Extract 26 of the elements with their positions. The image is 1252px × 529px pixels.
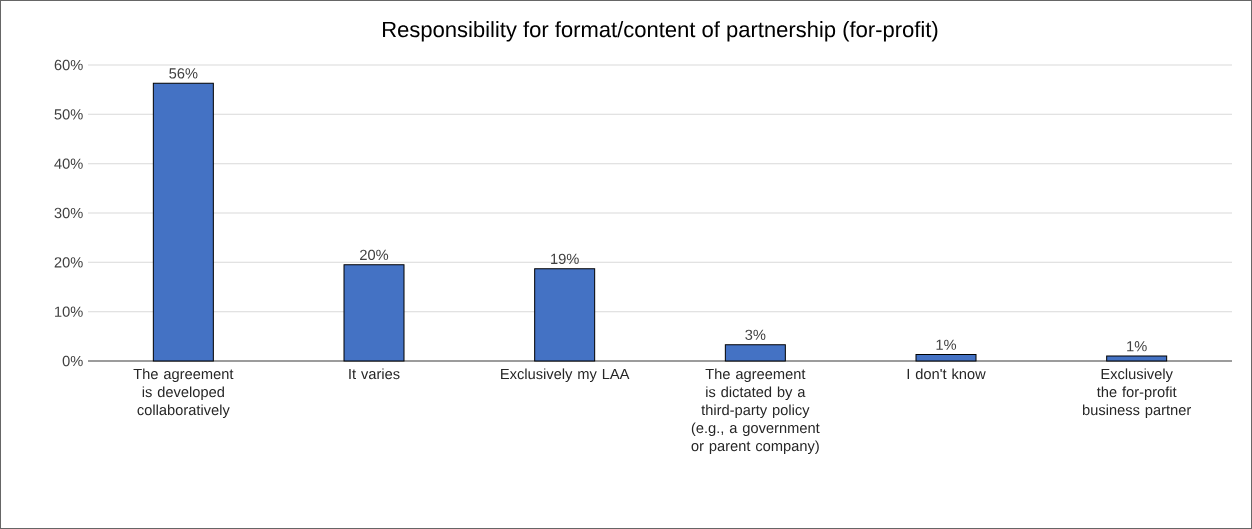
data-label: 19% [551,253,579,265]
y-tick-label: 50% [54,109,83,120]
y-tick-label: 0% [62,355,83,367]
bar [343,264,405,362]
x-tick-label: Exclusively the for-profit business partner [1082,368,1192,419]
bar [152,82,214,362]
y-tick-label: 20% [54,257,83,268]
x-tick-label: The agreement is developed collaboratively [133,368,234,419]
data-label: 3% [745,329,766,341]
data-label: 1% [1127,341,1147,352]
data-label: 56% [169,68,198,79]
bar [915,354,977,362]
x-tick-label: It varies [349,368,400,380]
data-label: 1% [936,339,957,350]
x-tick-label: The agreement is dictated by a third-party policy (e.g., a government or parent company) [691,368,820,455]
y-tick-label: 40% [54,158,83,169]
bar [534,268,596,362]
y-tick-label: 30% [54,207,83,219]
y-tick-label: 10% [55,306,83,317]
bar [1106,355,1168,362]
bar [724,344,786,362]
chart-title: Responsibility for format/content of partnership (for-profit) [383,21,938,42]
x-tick-label: I don't know [907,368,986,380]
data-label: 20% [360,249,389,261]
y-tick-label: 60% [54,59,83,71]
x-tick-label: Exclusively my LAA [501,368,630,383]
